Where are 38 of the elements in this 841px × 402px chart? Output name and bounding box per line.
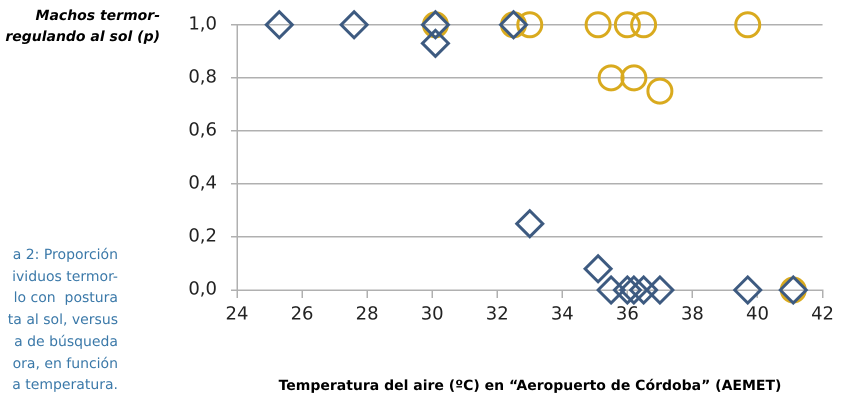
x-axis-title: Temperatura del aire (ºC) en “Aeropuerto de Córdoba” (AEMET)	[278, 378, 782, 394]
point	[584, 11, 612, 38]
point	[420, 28, 450, 58]
point	[612, 276, 642, 304]
y-tick-label: 0,8	[188, 66, 217, 88]
x-tick-label: 24	[226, 303, 248, 324]
x-tick-label: 32	[486, 303, 509, 324]
x-tick-label: 26	[290, 303, 314, 324]
point	[264, 10, 294, 40]
x-tick-label: 28	[356, 303, 379, 324]
point	[629, 276, 658, 304]
y-axis-title: Machos termor- regulando al sol (p)	[5, 7, 160, 47]
point	[620, 64, 648, 92]
x-tick-label: 40	[746, 303, 769, 324]
point	[646, 78, 674, 105]
y-tick-label: 0,0	[188, 278, 217, 300]
point	[733, 276, 762, 304]
y-tick-label: 1,0	[188, 13, 217, 34]
y-tick-label: 0,4	[188, 172, 217, 194]
point	[630, 11, 658, 38]
point	[598, 64, 625, 92]
point	[515, 209, 544, 238]
point	[645, 276, 674, 304]
x-tick-label: 34	[550, 303, 574, 324]
point	[734, 11, 762, 38]
point	[340, 10, 369, 40]
x-tick-label: 38	[680, 303, 704, 324]
y-tick-label: 0,2	[188, 226, 217, 247]
text: a 2: Proporción ividuos termor- lo con postura ta al sol, versus a de búsqueda ora, en función a temperatura.	[8, 246, 118, 396]
point	[614, 11, 641, 38]
point	[584, 254, 613, 284]
x-tick-label: 30	[420, 303, 444, 324]
x-tick-label: 36	[616, 303, 639, 324]
y-tick-label: 0,6	[188, 120, 217, 141]
point	[596, 276, 626, 304]
point	[516, 11, 544, 38]
x-tick-label: 42	[811, 303, 834, 324]
point	[619, 276, 648, 304]
